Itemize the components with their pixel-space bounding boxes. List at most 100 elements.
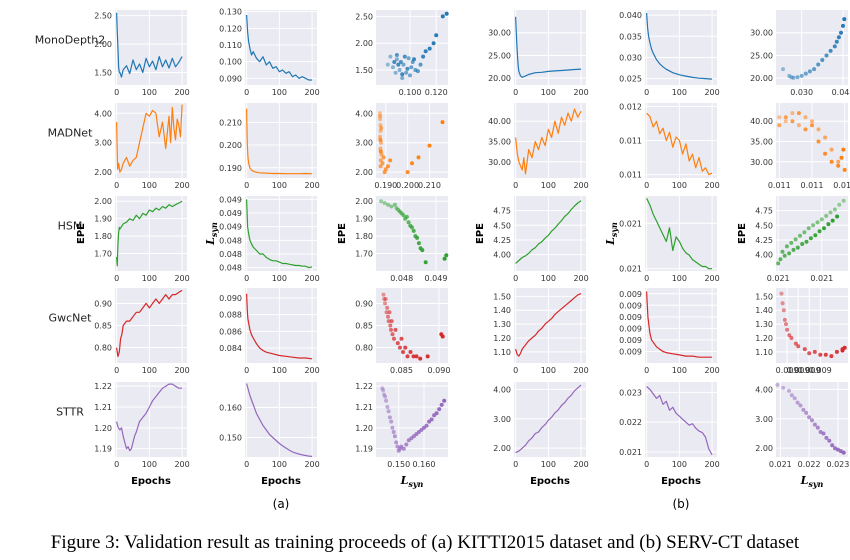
scatter-point bbox=[793, 237, 798, 242]
scatter-point bbox=[790, 111, 795, 116]
x-tick-label: 0.210 bbox=[418, 181, 441, 190]
y-axis-label: EPE bbox=[737, 223, 748, 244]
x-tick-label: 100 bbox=[272, 88, 287, 97]
scatter-point bbox=[404, 442, 409, 447]
x-tick-label: 200 bbox=[573, 274, 588, 283]
x-tick-label: 0.100 bbox=[399, 88, 422, 97]
scatter-point bbox=[816, 127, 821, 132]
x-axis-label-subscript: syn bbox=[808, 479, 823, 489]
row-label: MonoDepth2 bbox=[35, 34, 105, 47]
x-tick-label: 200 bbox=[573, 366, 588, 375]
scatter-point bbox=[411, 228, 416, 233]
scatter-point bbox=[378, 114, 383, 119]
scatter-point bbox=[383, 394, 388, 399]
scatter-point bbox=[832, 44, 837, 49]
x-tick-label: 100 bbox=[672, 181, 687, 190]
scatter-point bbox=[781, 308, 786, 313]
scatter-point bbox=[395, 341, 400, 346]
scatter-point bbox=[836, 163, 841, 168]
y-tick-label: 0.088 bbox=[219, 311, 242, 320]
scatter-point bbox=[808, 236, 813, 241]
series-line bbox=[646, 112, 713, 176]
scatter-point bbox=[398, 60, 403, 64]
y-tick-label: 1.10 bbox=[755, 348, 773, 357]
scatter-point bbox=[789, 336, 794, 340]
y-tick-label: 1.90 bbox=[355, 215, 373, 224]
x-axis-label: Lsyn bbox=[800, 474, 824, 489]
y-tick-label: 0.012 bbox=[619, 102, 642, 111]
figure-caption: Figure 3: Validation result as training … bbox=[50, 532, 800, 553]
row-label: STTR bbox=[56, 406, 84, 419]
scatter-point bbox=[381, 388, 386, 393]
x-tick-label: 0.190 bbox=[374, 181, 397, 190]
y-tick-label: 0.90 bbox=[355, 299, 373, 308]
y-tick-label: 0.011 bbox=[619, 137, 642, 146]
y-tick-label: 2.00 bbox=[94, 197, 112, 206]
scatter-point bbox=[424, 423, 429, 428]
y-tick-label: 0.049 bbox=[219, 223, 242, 232]
scatter-point bbox=[787, 333, 792, 338]
y-tick-label: 4.00 bbox=[755, 251, 773, 260]
scatter-point bbox=[829, 159, 834, 164]
y-tick-label: 40.00 bbox=[750, 117, 773, 126]
x-tick-label: 200 bbox=[304, 366, 319, 375]
scatter-point bbox=[387, 310, 392, 315]
y-tick-label: 0.190 bbox=[219, 164, 242, 173]
y-tick-label: 40.00 bbox=[488, 117, 511, 126]
scatter-point bbox=[824, 53, 829, 58]
scatter-point bbox=[392, 60, 397, 64]
scatter-point bbox=[793, 341, 798, 346]
scatter-point bbox=[425, 354, 430, 359]
x-tick-label: 200 bbox=[174, 366, 189, 375]
scatter-point bbox=[823, 352, 828, 357]
scatter-point bbox=[410, 225, 414, 230]
series-line bbox=[246, 108, 313, 175]
x-tick-label: 100 bbox=[272, 274, 287, 283]
scatter-point bbox=[382, 170, 387, 175]
scatter-point bbox=[822, 226, 826, 231]
x-tick-label: 100 bbox=[272, 366, 287, 375]
x-tick-label: 0 bbox=[244, 88, 249, 97]
y-tick-label: 30.00 bbox=[488, 29, 511, 38]
scatter-point bbox=[836, 159, 841, 164]
scatter-point bbox=[799, 73, 804, 78]
x-tick-label: 0.009 bbox=[776, 366, 799, 375]
series-line bbox=[116, 383, 183, 452]
scatter-point bbox=[401, 350, 405, 354]
x-tick-label: 100 bbox=[142, 274, 157, 283]
scatter-point bbox=[378, 164, 383, 169]
y-tick-label: 0.048 bbox=[219, 236, 242, 245]
y-tick-label: 1.22 bbox=[355, 382, 373, 391]
scatter-point bbox=[382, 201, 387, 205]
scatter-point bbox=[841, 23, 845, 28]
scatter-point bbox=[804, 239, 809, 244]
scatter-point bbox=[803, 127, 808, 132]
y-tick-label: 3.00 bbox=[355, 139, 373, 148]
x-tick-label: 0 bbox=[644, 181, 649, 190]
scatter-point bbox=[841, 450, 846, 455]
scatter-point bbox=[839, 155, 844, 160]
scatter-point bbox=[394, 57, 399, 62]
y-tick-label: 2.00 bbox=[355, 168, 373, 177]
y-tick-label: 1.40 bbox=[755, 306, 773, 315]
x-tick-label: 100 bbox=[541, 88, 556, 97]
x-tick-label: 0.021 bbox=[810, 274, 833, 283]
x-tick-label: 0.009 bbox=[798, 366, 821, 375]
y-tick-label: 1.20 bbox=[755, 334, 773, 343]
scatter-point bbox=[787, 388, 791, 393]
x-tick-label: 100 bbox=[672, 366, 687, 375]
y-tick-label: 0.80 bbox=[355, 344, 373, 353]
x-tick-label: 200 bbox=[573, 88, 588, 97]
y-tick-label: 2.00 bbox=[493, 444, 511, 453]
x-tick-label: 100 bbox=[142, 460, 157, 469]
y-tick-label: 1.50 bbox=[355, 66, 373, 75]
scatter-point bbox=[810, 123, 814, 128]
scatter-point bbox=[811, 223, 816, 228]
scatter-point bbox=[823, 151, 828, 156]
scatter-point bbox=[427, 143, 432, 148]
x-tick-label: 100 bbox=[142, 181, 157, 190]
x-tick-label: 0 bbox=[513, 181, 518, 190]
scatter-point bbox=[381, 155, 386, 160]
x-axis-label: Epochs bbox=[661, 476, 701, 487]
